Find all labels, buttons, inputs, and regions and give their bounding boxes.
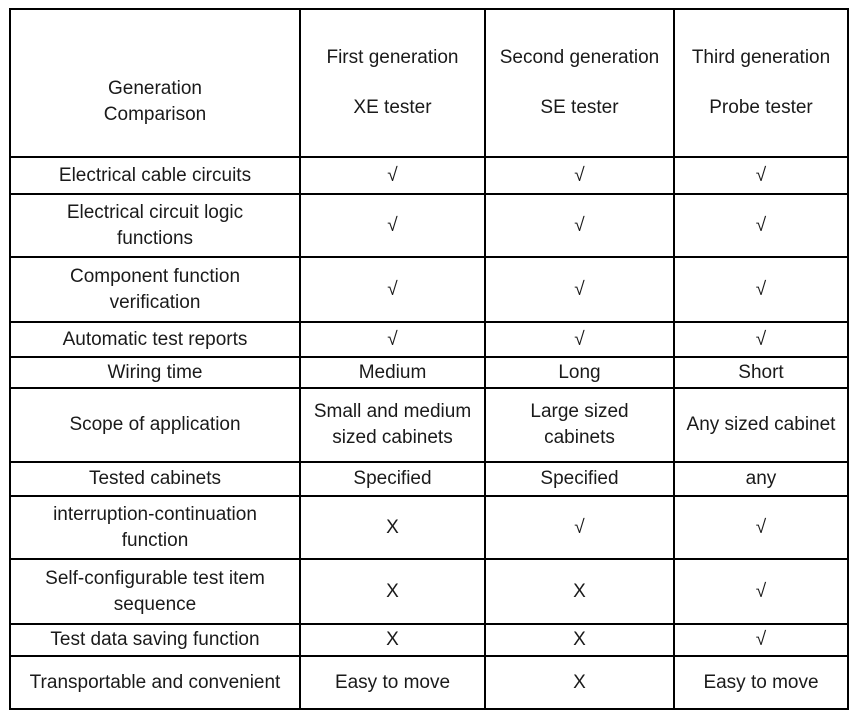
- feature-label: Test data saving function: [9, 623, 301, 657]
- feature-label: Wiring time: [9, 356, 301, 389]
- table-row: Automatic test reports √ √ √: [9, 321, 849, 358]
- third-gen-value: √: [673, 558, 849, 625]
- second-gen-value: X: [484, 558, 675, 625]
- third-generation-title: Third generation: [691, 47, 831, 68]
- second-gen-value: √: [484, 193, 675, 258]
- third-gen-value: Any sized cabinet: [673, 387, 849, 463]
- first-gen-value: √: [299, 193, 486, 258]
- feature-label: Automatic test reports: [9, 321, 301, 358]
- feature-label: Component function verification: [9, 256, 301, 323]
- third-gen-value: √: [673, 321, 849, 358]
- third-gen-value: √: [673, 193, 849, 258]
- table-row: Component function verification √ √ √: [9, 256, 849, 323]
- second-gen-value: X: [484, 655, 675, 710]
- second-gen-value: Long: [484, 356, 675, 389]
- feature-label: Tested cabinets: [9, 461, 301, 497]
- table-row: Electrical circuit logic functions √ √ √: [9, 193, 849, 258]
- first-gen-value: Specified: [299, 461, 486, 497]
- corner-header-cell: Generation Comparison: [9, 8, 301, 158]
- third-gen-value: √: [673, 623, 849, 657]
- second-gen-value: √: [484, 321, 675, 358]
- feature-label: Electrical cable circuits: [9, 156, 301, 195]
- table-row: Test data saving function X X √: [9, 623, 849, 657]
- header-cell-third-generation: Third generation Probe tester: [673, 8, 849, 158]
- header-cell-second-generation: Second generation SE tester: [484, 8, 675, 158]
- third-gen-value: Short: [673, 356, 849, 389]
- third-gen-value: √: [673, 495, 849, 560]
- first-gen-value: √: [299, 321, 486, 358]
- table-row: Tested cabinets Specified Specified any: [9, 461, 849, 497]
- first-gen-value: Easy to move: [299, 655, 486, 710]
- generation-comparison-table: Generation Comparison First generation X…: [9, 8, 849, 710]
- feature-label: Transportable and convenient: [9, 655, 301, 710]
- first-gen-value: X: [299, 495, 486, 560]
- third-generation-tester: Probe tester: [709, 97, 813, 118]
- second-generation-tester: SE tester: [540, 97, 619, 118]
- first-gen-value: √: [299, 256, 486, 323]
- first-gen-value: Small and medium sized cabinets: [299, 387, 486, 463]
- second-gen-value: Large sized cabinets: [484, 387, 675, 463]
- page: Generation Comparison First generation X…: [9, 8, 849, 710]
- feature-label: Scope of application: [9, 387, 301, 463]
- second-gen-value: X: [484, 623, 675, 657]
- third-gen-value: Easy to move: [673, 655, 849, 710]
- first-gen-value: X: [299, 623, 486, 657]
- second-generation-title: Second generation: [499, 47, 660, 68]
- table-row: Self-configurable test item sequence X X…: [9, 558, 849, 625]
- second-gen-value: √: [484, 256, 675, 323]
- second-gen-value: Specified: [484, 461, 675, 497]
- first-gen-value: Medium: [299, 356, 486, 389]
- table-row: interruption-continuation function X √ √: [9, 495, 849, 560]
- header-cell-first-generation: First generation XE tester: [299, 8, 486, 158]
- feature-label: Self-configurable test item sequence: [9, 558, 301, 625]
- corner-header-label: Generation Comparison: [103, 78, 207, 125]
- second-gen-value: √: [484, 495, 675, 560]
- header-row: Generation Comparison First generation X…: [9, 8, 849, 158]
- table-row: Wiring time Medium Long Short: [9, 356, 849, 389]
- first-generation-tester: XE tester: [353, 97, 432, 118]
- first-gen-value: X: [299, 558, 486, 625]
- feature-label: interruption-continuation function: [9, 495, 301, 560]
- third-gen-value: any: [673, 461, 849, 497]
- table-row: Scope of application Small and medium si…: [9, 387, 849, 463]
- feature-label: Electrical circuit logic functions: [9, 193, 301, 258]
- first-gen-value: √: [299, 156, 486, 195]
- table-row: Transportable and convenient Easy to mov…: [9, 655, 849, 710]
- third-gen-value: √: [673, 156, 849, 195]
- first-generation-title: First generation: [326, 47, 459, 68]
- second-gen-value: √: [484, 156, 675, 195]
- table-row: Electrical cable circuits √ √ √: [9, 156, 849, 195]
- third-gen-value: √: [673, 256, 849, 323]
